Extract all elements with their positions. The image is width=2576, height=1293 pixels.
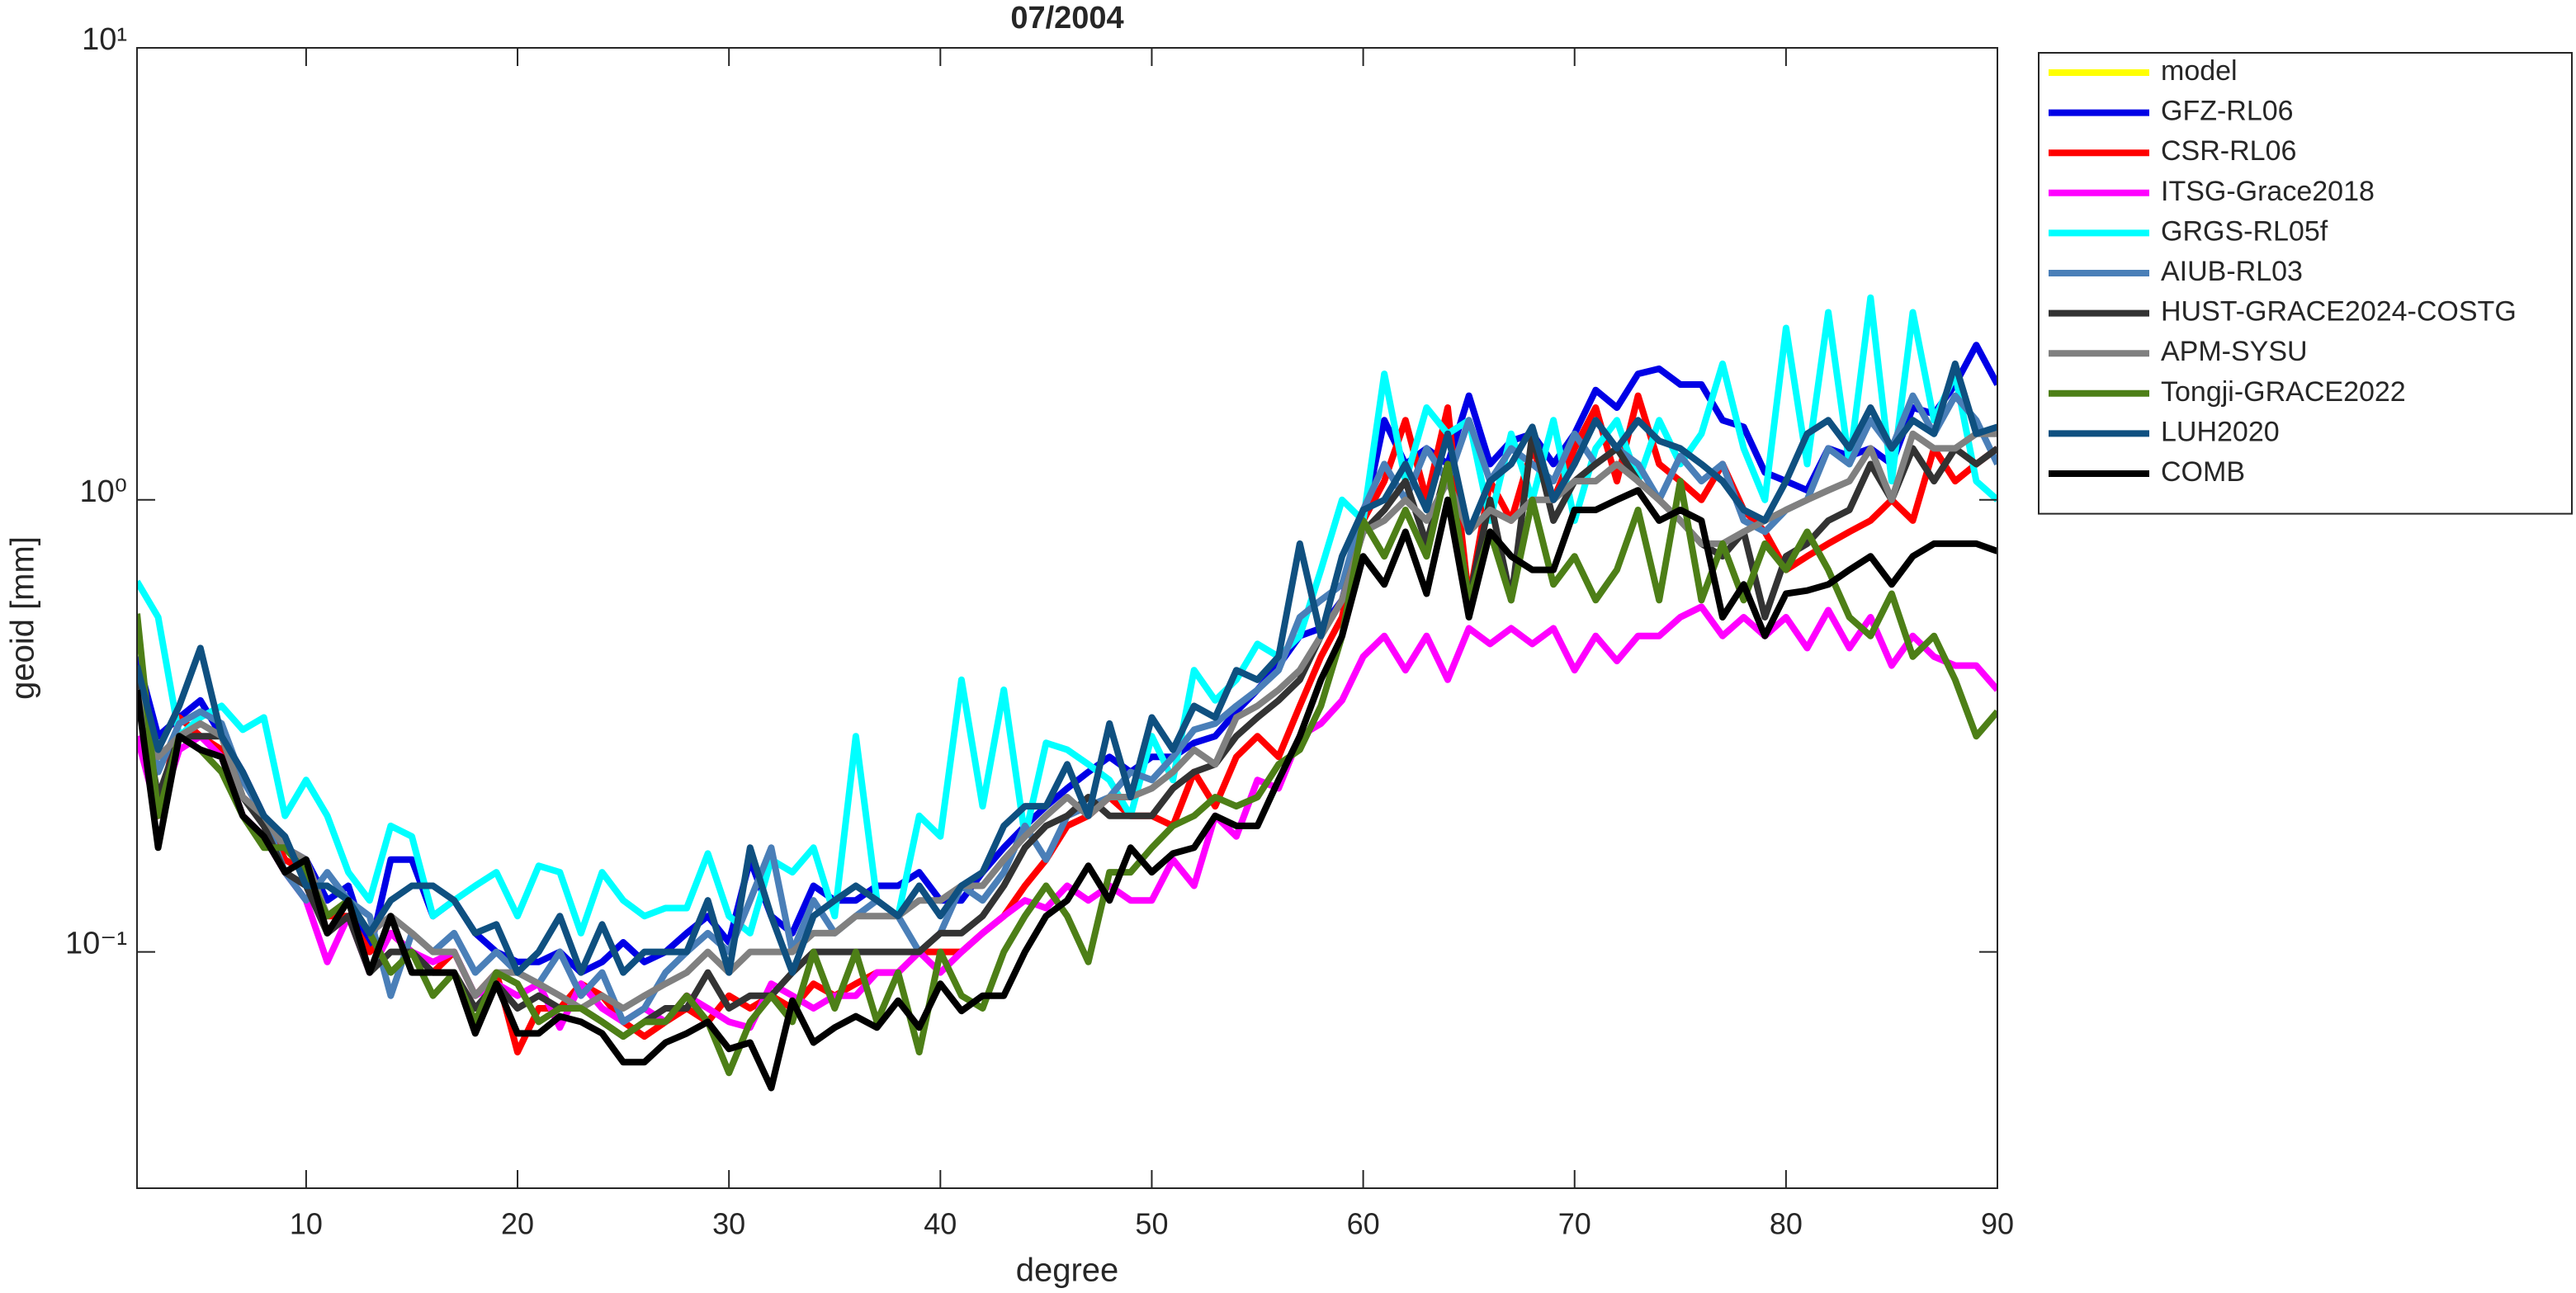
legend-label: ITSG-Grace2018 xyxy=(2161,176,2375,207)
legend-label: COMB xyxy=(2161,456,2245,488)
series-line xyxy=(137,487,1997,1092)
x-axis-label: degree xyxy=(1016,1253,1119,1289)
legend-label: APM-SYSU xyxy=(2161,336,2308,367)
x-tick-label: 60 xyxy=(1347,1207,1380,1241)
x-tick-label: 40 xyxy=(924,1207,957,1241)
plot-frame xyxy=(136,47,1998,1189)
y-tick-label: 10⁰ xyxy=(79,474,127,509)
x-tick-label: 90 xyxy=(1981,1207,2014,1241)
legend-label: GFZ-RL06 xyxy=(2161,96,2294,127)
x-tick-label: 30 xyxy=(712,1207,745,1241)
x-tick-label: 20 xyxy=(501,1207,534,1241)
series-line xyxy=(137,460,1997,1077)
y-axis-label: geoid [mm] xyxy=(5,536,41,700)
series-line xyxy=(137,603,1997,1031)
legend-label: model xyxy=(2161,55,2238,87)
legend-box xyxy=(2038,52,2573,515)
y-tick-label: 10¹ xyxy=(82,22,127,57)
legend-label: Tongji-GRACE2022 xyxy=(2161,376,2406,408)
legend-label: LUH2020 xyxy=(2161,416,2280,447)
legend-label: CSR-RL06 xyxy=(2161,135,2296,167)
x-tick-label: 10 xyxy=(290,1207,323,1241)
legend: model GFZ-RL06 CSR-RL06 ITSG-Grace2018 GRGS-… xyxy=(2038,52,2573,515)
x-tick-label: 70 xyxy=(1558,1207,1591,1241)
legend-label: GRGS-RL05f xyxy=(2161,215,2328,247)
legend-label: AIUB-RL03 xyxy=(2161,256,2303,287)
y-tick-label: 10⁻¹ xyxy=(65,927,127,961)
series-line xyxy=(137,360,1997,976)
x-tick-label: 80 xyxy=(1770,1207,1803,1241)
chart-title: 07/2004 xyxy=(1010,1,1123,35)
x-tick-label: 50 xyxy=(1135,1207,1168,1241)
legend-label: HUST-GRACE2024-COSTG xyxy=(2161,296,2517,328)
